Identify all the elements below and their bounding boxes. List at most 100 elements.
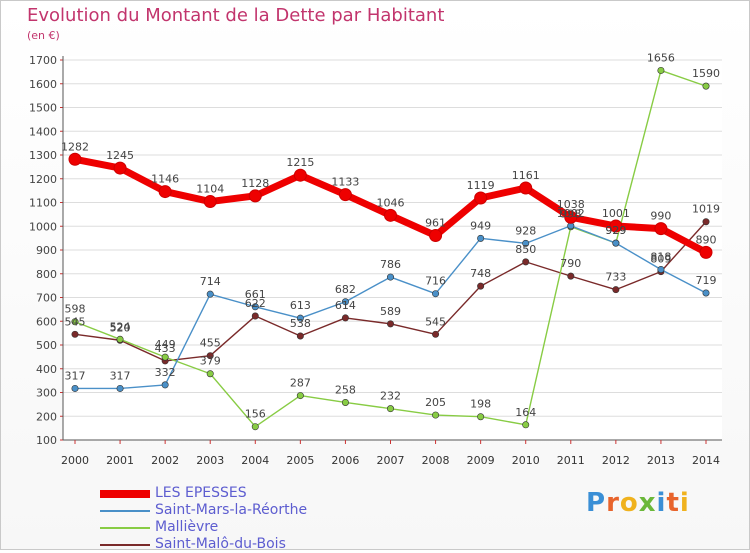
- data-point: [432, 290, 440, 298]
- chart-title: Evolution du Montant de la Dette par Hab…: [27, 5, 445, 26]
- x-tick-label: 2005: [286, 454, 314, 467]
- data-point: [338, 188, 352, 202]
- data-label: 1282: [61, 140, 89, 153]
- data-point: [432, 330, 440, 338]
- data-point: [296, 332, 304, 340]
- x-tick-label: 2013: [647, 454, 675, 467]
- data-label: 589: [380, 305, 401, 318]
- data-point: [702, 218, 710, 226]
- y-tick-label: 1100: [29, 197, 57, 210]
- data-label: 622: [245, 297, 266, 310]
- axes: 100 200 300 400 500 600 700 800 900 1000 1100 1200 1…: [29, 54, 722, 467]
- data-label: 748: [470, 267, 491, 280]
- brand-letter: x: [638, 488, 657, 518]
- legend-swatch: [100, 527, 150, 529]
- data-label: 198: [470, 398, 491, 411]
- data-point: [206, 370, 214, 378]
- data-point: [386, 273, 394, 281]
- data-point: [564, 210, 578, 224]
- data-point: [657, 265, 665, 273]
- data-point: [477, 234, 485, 242]
- data-label: 682: [335, 283, 356, 296]
- data-label: 287: [290, 377, 311, 390]
- data-label: 232: [380, 390, 401, 403]
- data-labels: 1282 1245 1146 1104 1128 1215 1133 1046 961 1119 1…: [61, 51, 720, 420]
- data-label: 890: [696, 233, 717, 246]
- x-tick-label: 2003: [196, 454, 224, 467]
- brand-letter: i: [679, 488, 690, 518]
- data-label: 1133: [331, 176, 359, 189]
- y-tick-label: 900: [36, 244, 57, 257]
- legend-swatch: [100, 544, 150, 546]
- data-label: 455: [200, 337, 221, 350]
- data-point: [519, 181, 533, 195]
- y-tick-label: 600: [36, 315, 57, 328]
- data-label: 317: [110, 369, 131, 382]
- data-point: [68, 152, 82, 166]
- data-label: 332: [155, 366, 176, 379]
- data-point: [384, 208, 397, 222]
- y-tick-label: 700: [36, 292, 57, 305]
- x-tick-label: 2008: [422, 454, 450, 467]
- data-label: 786: [380, 258, 401, 271]
- data-label: 809: [650, 253, 671, 266]
- data-point: [341, 298, 349, 306]
- brand-logo: Proxiti: [586, 488, 690, 518]
- data-label: 1001: [602, 207, 630, 220]
- legend-swatch: [100, 510, 150, 512]
- x-tick-label: 2009: [467, 454, 495, 467]
- x-tick-label: 2002: [151, 454, 179, 467]
- data-point: [386, 405, 394, 413]
- data-label: 258: [335, 383, 356, 396]
- series-1: [71, 222, 710, 392]
- x-tick-label: 2001: [106, 454, 134, 467]
- data-point: [113, 161, 127, 175]
- data-point: [386, 320, 394, 328]
- data-label: 598: [65, 303, 86, 316]
- data-point: [161, 381, 169, 389]
- y-tick-label: 200: [36, 410, 57, 423]
- data-label: 545: [425, 315, 446, 328]
- y-tick-label: 1400: [29, 125, 57, 138]
- data-point: [248, 189, 262, 203]
- data-label: 1590: [692, 67, 720, 80]
- y-tick-label: 1700: [29, 54, 57, 67]
- y-tick-label: 1300: [29, 149, 57, 162]
- data-point: [161, 353, 169, 361]
- data-label: 1104: [196, 183, 224, 196]
- data-point: [522, 258, 530, 266]
- data-label: 949: [470, 219, 491, 232]
- data-label: 1656: [647, 51, 675, 64]
- x-tick-label: 2004: [241, 454, 269, 467]
- x-tick-label: 2014: [692, 454, 720, 467]
- data-point: [567, 272, 575, 280]
- y-tick-label: 100: [36, 434, 57, 447]
- data-point: [432, 411, 440, 419]
- y-tick-label: 1200: [29, 173, 57, 186]
- brand-letter: P: [586, 488, 607, 518]
- data-label: 614: [335, 299, 356, 312]
- unit-label: (en €): [27, 29, 60, 42]
- data-label: 928: [515, 224, 536, 237]
- data-label: 1038: [557, 198, 585, 211]
- data-point: [474, 191, 488, 205]
- data-point: [612, 239, 620, 247]
- data-point: [158, 185, 172, 199]
- data-point: [116, 384, 124, 392]
- data-label: 790: [560, 257, 581, 270]
- data-label: 613: [290, 299, 311, 312]
- y-tick-label: 300: [36, 387, 57, 400]
- line-chart: 100 200 300 400 500 600 700 800 900 1000 1100 1200 1…: [29, 51, 722, 467]
- data-label: 719: [696, 274, 717, 287]
- data-label: 1019: [692, 203, 720, 216]
- x-tick-label: 2006: [331, 454, 359, 467]
- brand-letter: o: [619, 488, 639, 518]
- data-point: [657, 66, 665, 74]
- data-label: 156: [245, 408, 266, 421]
- data-label: 929: [605, 224, 626, 237]
- data-label: 379: [200, 355, 221, 368]
- data-point: [654, 222, 668, 236]
- y-tick-label: 400: [36, 363, 57, 376]
- y-tick-label: 1000: [29, 220, 57, 233]
- y-tick-label: 1600: [29, 78, 57, 91]
